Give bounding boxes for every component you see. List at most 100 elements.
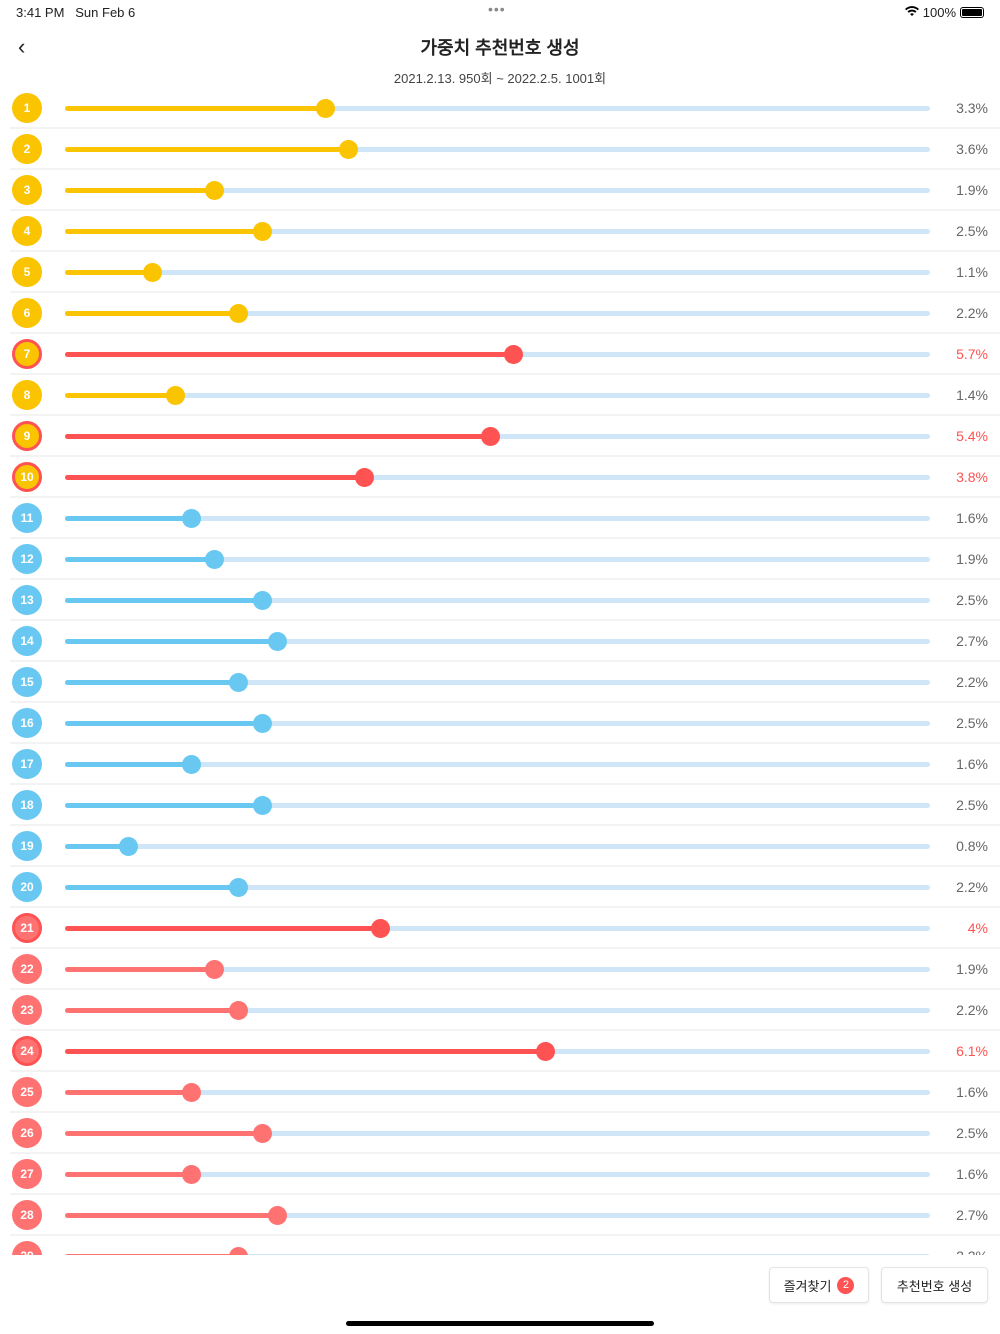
number-ball[interactable]: 7 <box>12 339 42 369</box>
number-ball[interactable]: 16 <box>12 708 42 738</box>
generate-numbers-button[interactable]: 추천번호 생성 <box>881 1267 988 1303</box>
back-button[interactable]: ‹ <box>18 34 25 60</box>
weight-slider[interactable] <box>65 1165 930 1184</box>
weight-slider[interactable] <box>65 755 930 774</box>
weight-slider[interactable] <box>65 673 930 692</box>
slider-thumb[interactable] <box>229 1247 248 1255</box>
slider-thumb[interactable] <box>315 99 335 118</box>
weight-slider[interactable] <box>65 427 930 446</box>
weight-slider[interactable] <box>65 99 930 118</box>
number-ball[interactable]: 24 <box>12 1036 42 1066</box>
slider-thumb[interactable] <box>166 386 186 405</box>
slider-thumb[interactable] <box>205 550 225 569</box>
slider-thumb[interactable] <box>181 755 201 774</box>
weight-slider[interactable] <box>65 1206 930 1225</box>
slider-thumb[interactable] <box>268 1206 288 1225</box>
weight-slider[interactable] <box>65 919 930 938</box>
slider-thumb[interactable] <box>229 1001 248 1020</box>
number-ball[interactable]: 20 <box>12 872 42 902</box>
number-ball[interactable]: 9 <box>12 421 42 451</box>
favorites-button[interactable]: 즐겨찾기 2 <box>769 1267 869 1303</box>
number-ball[interactable]: 23 <box>12 995 42 1025</box>
number-ball[interactable]: 10 <box>12 462 42 492</box>
slider-thumb[interactable] <box>504 345 524 364</box>
slider-thumb[interactable] <box>354 468 374 487</box>
weight-slider[interactable] <box>65 591 930 610</box>
number-ball[interactable]: 3 <box>12 175 42 205</box>
weight-slider[interactable] <box>65 632 930 651</box>
slider-thumb[interactable] <box>252 714 272 733</box>
weight-slider[interactable] <box>65 345 930 364</box>
weight-slider[interactable] <box>65 837 930 856</box>
number-row: 13 2.5% <box>10 580 1000 621</box>
slider-thumb[interactable] <box>252 222 272 241</box>
slider-thumb[interactable] <box>339 140 359 159</box>
number-ball[interactable]: 13 <box>12 585 42 615</box>
slider-thumb[interactable] <box>229 304 248 323</box>
number-ball[interactable]: 19 <box>12 831 42 861</box>
number-ball[interactable]: 29 <box>12 1241 42 1255</box>
weight-slider[interactable] <box>65 1083 930 1102</box>
number-ball[interactable]: 5 <box>12 257 42 287</box>
weight-slider[interactable] <box>65 1247 930 1255</box>
weight-slider[interactable] <box>65 509 930 528</box>
weight-slider[interactable] <box>65 550 930 569</box>
weight-slider[interactable] <box>65 796 930 815</box>
slider-thumb[interactable] <box>268 632 288 651</box>
slider-thumb[interactable] <box>229 878 248 897</box>
number-weight-list[interactable]: 1 3.3% 2 3.6% 3 1.9% 4 2.5% 5 1.1% 6 2.2% 7 5.… <box>0 88 1000 1255</box>
number-ball[interactable]: 22 <box>12 954 42 984</box>
weight-percent: 3.3% <box>956 100 988 116</box>
weight-slider[interactable] <box>65 960 930 979</box>
slider-fill <box>65 393 176 398</box>
number-ball[interactable]: 28 <box>12 1200 42 1230</box>
number-ball[interactable]: 25 <box>12 1077 42 1107</box>
number-ball[interactable]: 11 <box>12 503 42 533</box>
weight-percent: 5.4% <box>956 428 988 444</box>
weight-slider[interactable] <box>65 878 930 897</box>
slider-thumb[interactable] <box>252 796 272 815</box>
weight-slider[interactable] <box>65 714 930 733</box>
slider-thumb[interactable] <box>229 673 248 692</box>
slider-thumb[interactable] <box>205 960 225 979</box>
slider-thumb[interactable] <box>181 1083 201 1102</box>
number-ball[interactable]: 6 <box>12 298 42 328</box>
weight-slider[interactable] <box>65 468 930 487</box>
weight-slider[interactable] <box>65 386 930 405</box>
slider-thumb[interactable] <box>535 1042 555 1061</box>
slider-thumb[interactable] <box>205 181 225 200</box>
number-ball[interactable]: 26 <box>12 1118 42 1148</box>
weight-slider[interactable] <box>65 304 930 323</box>
weight-percent: 3.8% <box>956 469 988 485</box>
slider-thumb[interactable] <box>142 263 162 282</box>
multitasking-dots-icon[interactable]: ••• <box>488 1 506 17</box>
weight-slider[interactable] <box>65 222 930 241</box>
number-ball[interactable]: 1 <box>12 93 42 123</box>
number-ball[interactable]: 12 <box>12 544 42 574</box>
slider-thumb[interactable] <box>252 591 272 610</box>
slider-thumb[interactable] <box>181 509 201 528</box>
slider-thumb[interactable] <box>118 837 138 856</box>
slider-fill <box>65 147 349 152</box>
slider-thumb[interactable] <box>252 1124 272 1143</box>
number-ball[interactable]: 15 <box>12 667 42 697</box>
weight-slider[interactable] <box>65 1042 930 1061</box>
weight-slider[interactable] <box>65 181 930 200</box>
weight-percent: 3.6% <box>956 141 988 157</box>
slider-thumb[interactable] <box>370 919 390 938</box>
number-ball[interactable]: 4 <box>12 216 42 246</box>
slider-thumb[interactable] <box>181 1165 201 1184</box>
weight-slider[interactable] <box>65 263 930 282</box>
number-ball[interactable]: 27 <box>12 1159 42 1189</box>
number-ball[interactable]: 2 <box>12 134 42 164</box>
number-ball[interactable]: 14 <box>12 626 42 656</box>
weight-slider[interactable] <box>65 140 930 159</box>
number-ball[interactable]: 8 <box>12 380 42 410</box>
weight-slider[interactable] <box>65 1124 930 1143</box>
weight-slider[interactable] <box>65 1001 930 1020</box>
number-ball[interactable]: 17 <box>12 749 42 779</box>
slider-thumb[interactable] <box>480 427 500 446</box>
number-ball[interactable]: 21 <box>12 913 42 943</box>
number-ball[interactable]: 18 <box>12 790 42 820</box>
number-row: 12 1.9% <box>10 539 1000 580</box>
